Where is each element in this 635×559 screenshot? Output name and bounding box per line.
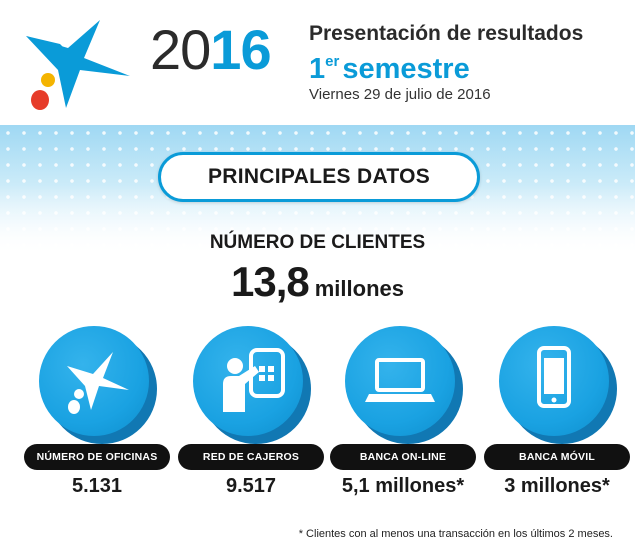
caixabank-star-logo-icon [26,20,130,110]
stat-mobile-banking: BANCA MÓVIL 3 millones* [484,326,634,506]
clients-unit: millones [314,276,404,301]
atm-user-icon [223,348,285,412]
stat-offices-circle [39,326,157,444]
smartphone-icon [537,346,571,408]
stat-online-banking-value: 5,1 millones* [341,475,465,497]
year-suffix: 16 [210,18,271,81]
presentation-title: Presentación de resultados [309,22,584,45]
header: 2016 Presentación de resultados 1er semes… [0,0,635,125]
stat-mobile-banking-value: 3 millones* [504,475,610,497]
section-title-pill: PRINCIPALES DATOS [158,152,480,202]
stat-online-banking: BANCA ON-LINE 5,1 millones* [330,326,480,506]
semester-word: semestre [342,53,470,85]
report-year: 2016 [150,18,272,81]
clients-number: 13,8 [231,258,310,305]
semester-ordinal-suffix: er [325,53,340,70]
semester-ordinal: 1 [309,53,326,85]
stat-offices-value: 5.131 [71,475,123,497]
stat-online-banking-circle [345,326,463,444]
year-prefix: 20 [150,18,211,81]
stat-atms-value: 9.517 [225,475,277,497]
clients-value: 13,8 millones [0,258,635,306]
stat-offices: NÚMERO DE OFICINAS 5.131 [24,326,174,506]
semester-title: 1er semestre [309,46,470,85]
laptop-icon [365,358,435,402]
stat-online-banking-label: BANCA ON-LINE [330,444,476,470]
stat-offices-label: NÚMERO DE OFICINAS [24,444,170,470]
stat-atms-label: RED DE CAJEROS [178,444,324,470]
clients-label: NÚMERO DE CLIENTES [209,232,426,253]
footnote: * Clientes con al menos una transacción … [298,528,613,540]
stat-mobile-banking-circle [499,326,617,444]
stat-mobile-banking-label: BANCA MÓVIL [484,444,630,470]
stat-atms-circle [193,326,311,444]
presentation-date: Viernes 29 de julio de 2016 [309,86,491,103]
star-logo-icon [67,352,129,414]
stat-atms: RED DE CAJEROS 9.517 [178,326,328,506]
